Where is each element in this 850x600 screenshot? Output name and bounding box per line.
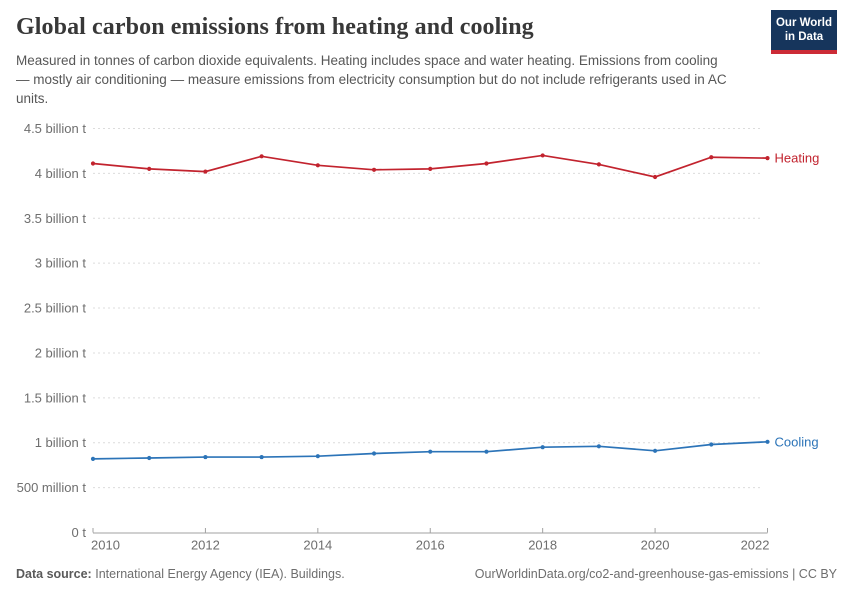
cooling-data-point <box>484 449 489 454</box>
y-axis-tick-label: 1.5 billion t <box>24 390 87 405</box>
owid-logo-line2: in Data <box>784 31 824 44</box>
heating-data-point <box>484 161 489 166</box>
x-axis-tick-label: 2012 <box>191 538 220 553</box>
heating-data-point <box>540 153 545 158</box>
heating-data-point <box>765 156 770 161</box>
cooling-data-point <box>259 454 264 460</box>
line-chart-plot-area[interactable]: 0 t 500 million t 1 billion t 1.5 billion t… <box>0 115 850 565</box>
cooling-data-point <box>203 454 208 460</box>
x-axis-tick-label: 2014 <box>303 538 332 553</box>
y-axis-tick-label: 3 billion t <box>35 256 87 271</box>
heating-data-point <box>90 161 96 166</box>
cooling-series-label: Cooling <box>775 434 819 449</box>
cooling-data-point <box>428 449 433 454</box>
heating-data-point <box>315 163 320 168</box>
x-axis-tick-label: 2020 <box>641 538 670 553</box>
y-axis-tick-label: 4 billion t <box>35 166 87 181</box>
cooling-data-point <box>371 451 377 456</box>
y-axis-tick-label: 500 million t <box>17 480 87 495</box>
heating-data-point <box>428 166 433 171</box>
data-source: Data source: International Energy Agency… <box>16 567 345 581</box>
attribution-link[interactable]: OurWorldinData.org/co2-and-greenhouse-ga… <box>474 567 837 581</box>
cooling-data-point <box>90 456 96 461</box>
heating-series-label: Heating <box>775 151 820 166</box>
chart-subtitle: Measured in tonnes of carbon dioxide equ… <box>16 53 727 107</box>
y-axis-tick-label: 4.5 billion t <box>24 121 87 136</box>
page-title: Global carbon emissions from heating and… <box>16 14 534 40</box>
y-axis-tick-label: 0 t <box>72 525 87 540</box>
cooling-data-point <box>147 455 152 461</box>
chart-footer: Data source: International Energy Agency… <box>16 567 837 581</box>
heating-data-point <box>259 154 264 159</box>
owid-logo[interactable]: Our World in Data <box>771 10 837 54</box>
owid-logo-line1: Our World <box>775 17 832 29</box>
cooling-data-point <box>315 454 320 459</box>
chart-header: Global carbon emissions from heating and… <box>16 14 834 108</box>
x-axis-tick-label: 2018 <box>528 538 557 553</box>
cooling-data-point <box>652 448 658 453</box>
heating-data-point <box>203 169 208 174</box>
heating-data-point <box>371 167 377 172</box>
heating-data-point <box>147 166 152 171</box>
cooling-data-point <box>540 445 545 450</box>
data-source-label: Data source: <box>16 567 92 581</box>
heating-data-point <box>596 162 601 167</box>
heating-data-point <box>709 155 714 160</box>
y-axis-tick-label: 3.5 billion t <box>24 211 87 226</box>
cooling-data-point <box>709 442 714 447</box>
x-axis-tick-label: 2022 <box>741 538 770 553</box>
x-axis-tick-label: 2016 <box>416 538 445 553</box>
heating-data-point <box>652 174 658 180</box>
cooling-data-point <box>596 444 601 449</box>
data-source-text: International Energy Agency (IEA). Build… <box>95 567 345 581</box>
y-axis-tick-label: 1 billion t <box>35 435 87 450</box>
cooling-data-point <box>765 439 770 444</box>
y-axis-tick-label: 2 billion t <box>35 345 87 360</box>
x-axis-tick-label: 2010 <box>91 538 120 553</box>
y-axis-tick-label: 2.5 billion t <box>24 301 87 316</box>
